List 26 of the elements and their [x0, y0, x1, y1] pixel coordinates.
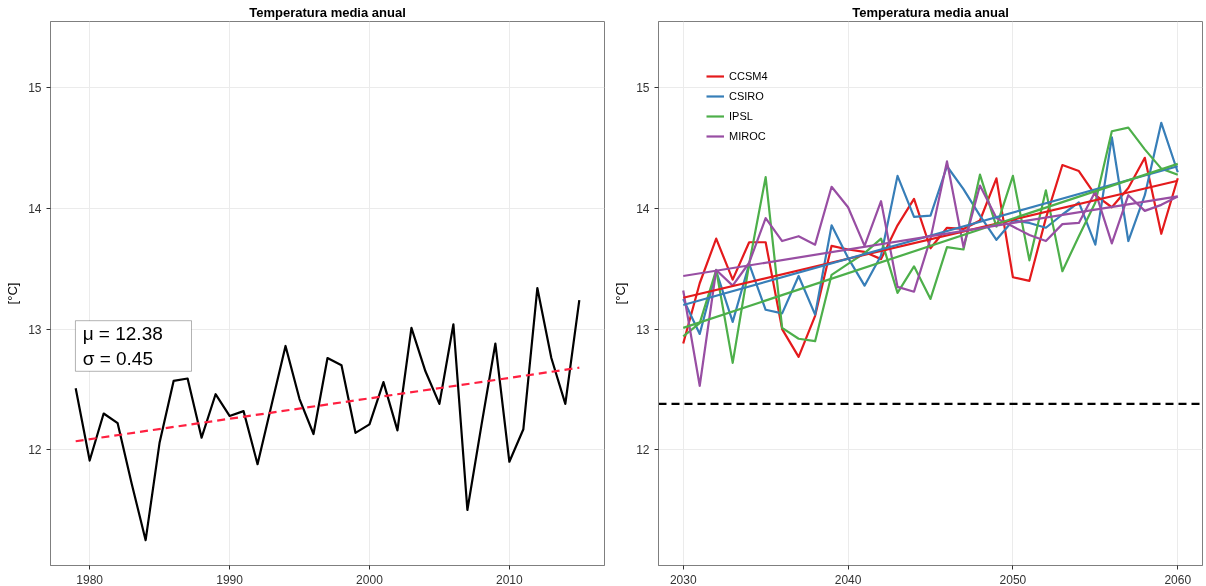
y-axis-title: [°C] [613, 282, 629, 305]
y-axis-title: [°C] [5, 282, 21, 305]
y-tick-label: 15 [636, 81, 650, 96]
legend-label: IPSL [729, 109, 753, 123]
y-tick-label: 12 [636, 443, 650, 458]
y-tick-label: 12 [28, 443, 42, 458]
annotation: σ = 0.45 [82, 347, 153, 369]
legend-label: CSIRO [729, 89, 764, 103]
x-tick-label: 2040 [834, 572, 862, 586]
y-tick-label: 15 [28, 81, 42, 96]
x-tick-label: 1980 [76, 572, 104, 586]
x-tick-label: 2030 [669, 572, 697, 586]
y-tick-label: 14 [636, 201, 650, 216]
x-tick-label: 2050 [999, 572, 1027, 586]
legend-label: CCSM4 [729, 69, 768, 83]
legend-label: MIROC [729, 129, 766, 143]
annotation: μ = 12.38 [82, 323, 163, 345]
x-tick-label: 2000 [356, 572, 384, 586]
x-tick-label: 1990 [216, 572, 244, 586]
y-tick-label: 13 [28, 322, 42, 337]
chart-title: Temperatura media anual [852, 4, 1009, 20]
y-tick-label: 13 [636, 322, 650, 337]
y-tick-label: 14 [28, 201, 42, 216]
chart-title: Temperatura media anual [249, 4, 406, 20]
x-tick-label: 2010 [496, 572, 524, 586]
x-tick-label: 2060 [1164, 572, 1192, 586]
